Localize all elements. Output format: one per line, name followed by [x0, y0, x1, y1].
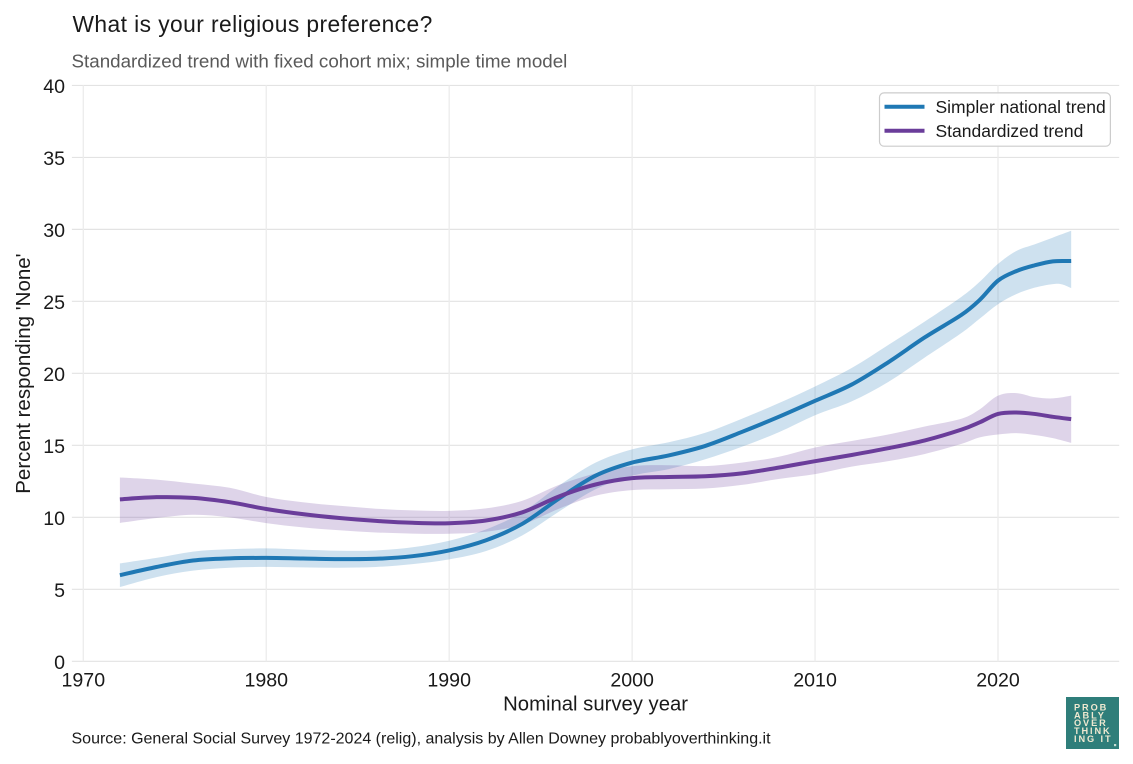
svg-text:THINK: THINK: [1074, 726, 1112, 736]
svg-text:What is your religious prefere: What is your religious preference?: [73, 11, 433, 37]
svg-text:30: 30: [43, 220, 65, 242]
svg-text:2000: 2000: [610, 670, 654, 692]
svg-text:Nominal survey year: Nominal survey year: [503, 694, 688, 716]
svg-text:Standardized trend: Standardized trend: [936, 121, 1084, 141]
svg-text:Source: General Social Survey: Source: General Social Survey 1972-2024 …: [72, 731, 772, 748]
svg-text:2020: 2020: [976, 670, 1020, 692]
svg-text:5: 5: [54, 580, 65, 602]
svg-text:35: 35: [43, 148, 65, 170]
svg-text:15: 15: [43, 436, 65, 458]
svg-text:ABLY: ABLY: [1074, 710, 1106, 720]
svg-text:10: 10: [43, 508, 65, 530]
svg-text:PROB: PROB: [1074, 702, 1108, 712]
svg-text:20: 20: [43, 364, 65, 386]
svg-text:2010: 2010: [793, 670, 837, 692]
svg-text:0: 0: [54, 652, 65, 674]
svg-text:1980: 1980: [244, 670, 288, 692]
svg-text:40: 40: [43, 76, 65, 98]
svg-text:1990: 1990: [427, 670, 471, 692]
svg-text:Standardized trend with fixed: Standardized trend with fixed cohort mix…: [72, 51, 568, 72]
svg-text:Simpler national trend: Simpler national trend: [936, 97, 1106, 117]
svg-text:25: 25: [43, 292, 65, 314]
svg-text:Percent responding 'None': Percent responding 'None': [12, 253, 35, 493]
svg-text:ING IT: ING IT: [1074, 734, 1112, 744]
svg-text:1970: 1970: [62, 670, 106, 692]
svg-text:OVER: OVER: [1074, 718, 1108, 728]
